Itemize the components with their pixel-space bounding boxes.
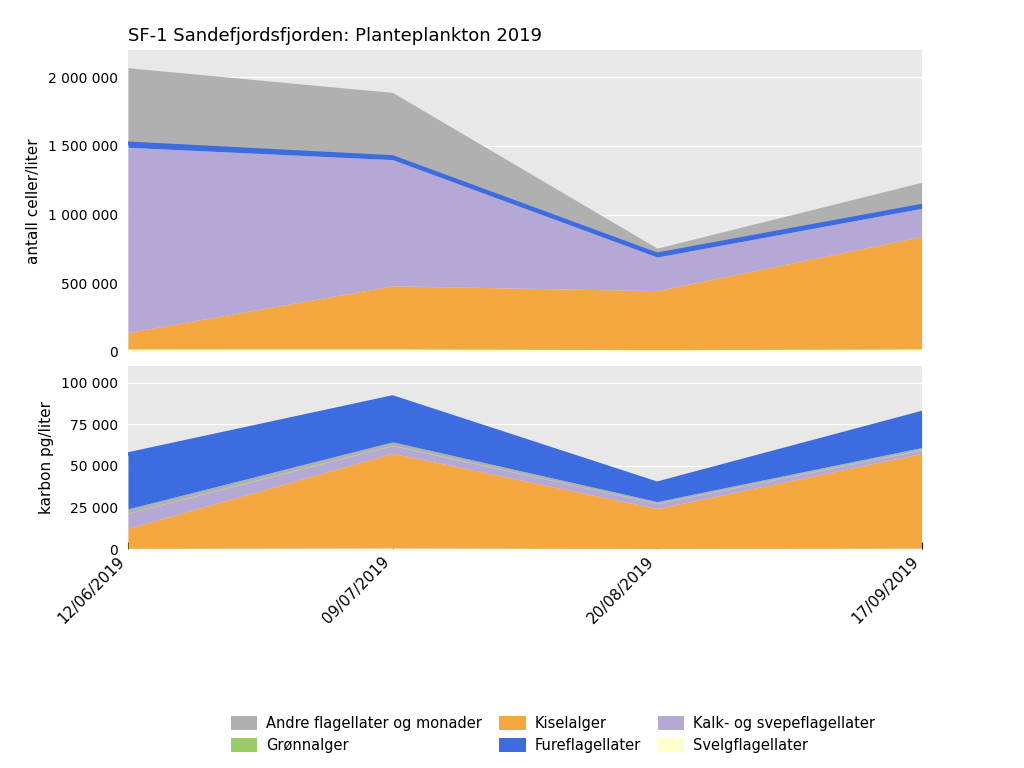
Y-axis label: karbon pg/liter: karbon pg/liter bbox=[39, 401, 54, 514]
Y-axis label: antall celler/liter: antall celler/liter bbox=[27, 138, 41, 263]
Legend: Andre flagellater og monader, Grønnalger, Kiselalger, Fureflagellater, Kalk- og : Andre flagellater og monader, Grønnalger… bbox=[230, 716, 876, 753]
Text: SF-1 Sandefjordsfjorden: Planteplankton 2019: SF-1 Sandefjordsfjorden: Planteplankton … bbox=[128, 27, 542, 45]
